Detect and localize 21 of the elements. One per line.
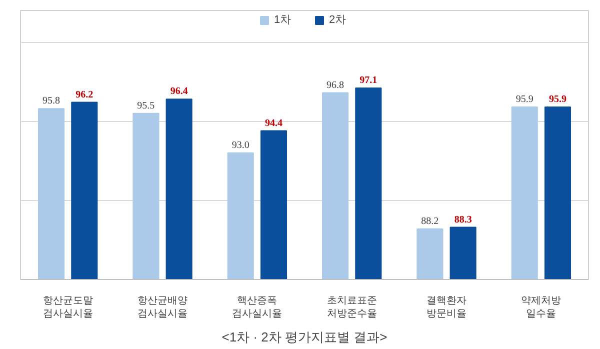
data-label: 93.0 <box>232 140 250 151</box>
data-label: 96.4 <box>170 86 188 98</box>
data-label: 94.4 <box>264 118 282 129</box>
data-label: 96.2 <box>76 89 94 100</box>
x-tick-label: 초치료표준 처방준수율 <box>326 296 377 320</box>
data-label: 97.1 <box>360 75 378 86</box>
x-tick-label: 핵산증폭 검사실시율 <box>232 296 282 320</box>
x-tick-label: 항산균도말 검사실시율 <box>42 296 93 320</box>
legend-label: 2차 <box>329 13 348 27</box>
data-label: 96.8 <box>326 80 344 91</box>
data-label: 95.5 <box>137 100 155 112</box>
data-label: 95.9 <box>516 94 534 106</box>
data-label: 88.2 <box>421 216 439 227</box>
data-label: 88.3 <box>454 214 472 226</box>
x-tick-label: 결핵환자 방문비율 <box>426 296 466 320</box>
data-label: 95.8 <box>42 96 60 107</box>
data-label: 95.9 <box>548 94 566 106</box>
x-tick-label: 약제처방 일수율 <box>521 296 562 320</box>
x-tick-label: 항산균배양 검사실시율 <box>138 296 188 320</box>
legend-label: 1차 <box>274 13 292 27</box>
text: <1차 · 2차 평가지표별 결과> <box>222 330 388 344</box>
